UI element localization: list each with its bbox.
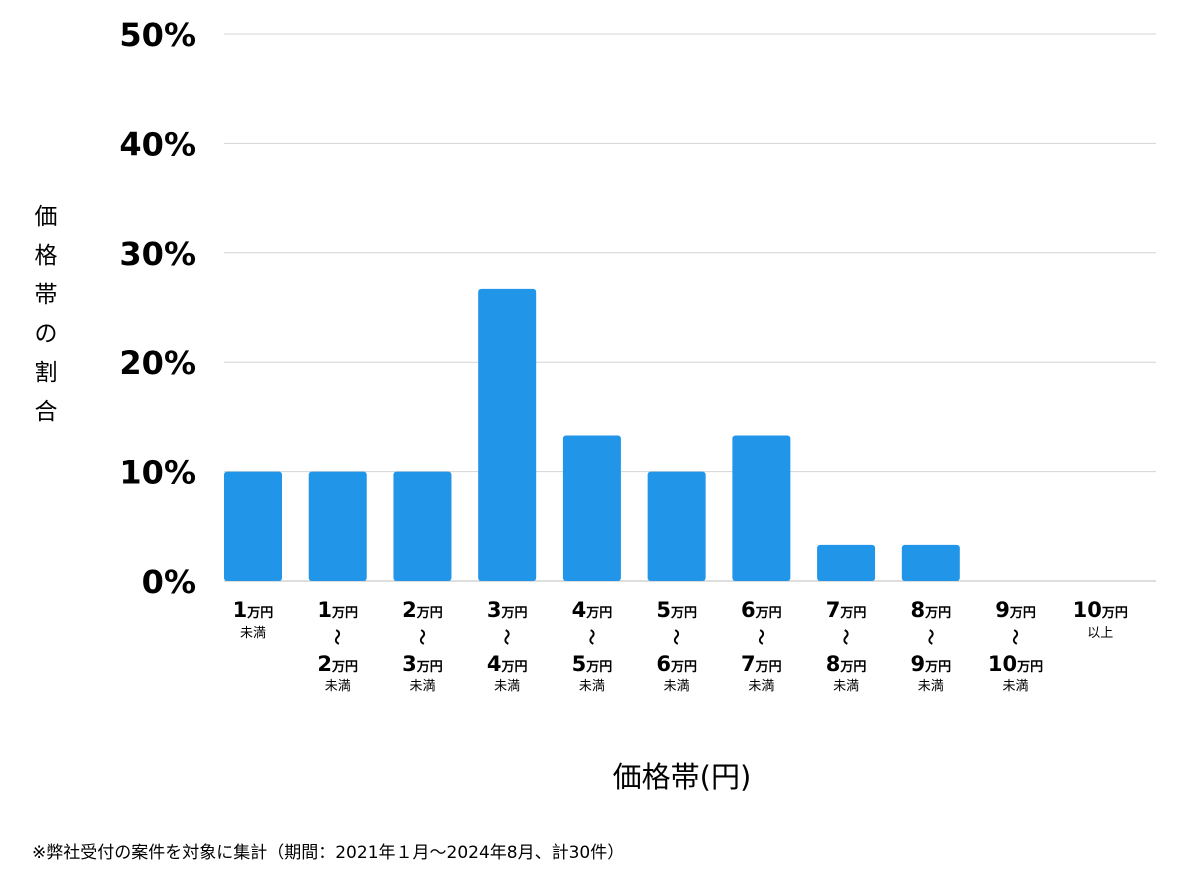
x-tick-note: 未満 — [664, 679, 690, 694]
bar — [647, 471, 706, 581]
x-tick-label: 6万円 — [656, 652, 697, 676]
bar — [817, 544, 876, 581]
x-tick-label: 7万円 — [826, 598, 867, 622]
bar — [562, 435, 621, 581]
y-axis-label-char: 価 — [35, 204, 58, 230]
x-tick-note: 未満 — [325, 679, 351, 694]
y-axis-label-char: 格 — [35, 243, 58, 269]
x-tick-range-mark: 〜 — [751, 629, 770, 645]
x-tick-label: 9万円 — [995, 598, 1036, 622]
y-tick-label: 10% — [119, 454, 196, 492]
x-tick-note: 未満 — [240, 626, 266, 641]
bar — [901, 544, 960, 581]
x-tick-range-mark: 〜 — [582, 629, 601, 645]
x-tick-label: 10万円 — [1073, 598, 1128, 622]
x-tick-label: 1万円 — [317, 598, 358, 622]
x-tick-note: 未満 — [918, 679, 944, 694]
x-tick-label: 3万円 — [402, 652, 443, 676]
x-tick-note: 未満 — [579, 679, 605, 694]
x-tick-range-mark: 〜 — [836, 629, 855, 645]
y-tick-label: 50% — [119, 16, 196, 54]
gridlines — [224, 33, 1156, 582]
x-tick-note: 未満 — [1003, 679, 1029, 694]
x-tick-label: 3万円 — [487, 598, 528, 622]
x-tick-label: 9万円 — [910, 652, 951, 676]
x-tick-label: 6万円 — [741, 598, 782, 622]
y-tick-label: 40% — [119, 125, 196, 163]
x-tick-range-mark: 〜 — [667, 629, 686, 645]
x-axis-label: 価格帯(円) — [613, 760, 752, 794]
x-tick-label: 5万円 — [656, 598, 697, 622]
bars — [224, 288, 960, 581]
bar-chart: 0%10%20%30%40%50% 1万円未満1万円〜2万円未満2万円〜3万円未… — [35, 16, 1156, 794]
footnote: ※弊社受付の案件を対象に集計（期間：2021年１月〜2024年8月、計30件） — [32, 843, 625, 863]
y-axis-label-char: 帯 — [35, 282, 58, 308]
bar — [393, 471, 452, 581]
x-tick-label: 4万円 — [487, 652, 528, 676]
x-tick-label: 5万円 — [572, 652, 613, 676]
y-axis-label-char: 合 — [35, 399, 58, 425]
x-tick-note: 以上 — [1087, 626, 1113, 641]
x-tick-label: 10万円 — [988, 652, 1043, 676]
bar — [478, 288, 537, 581]
y-axis-label-char: 割 — [35, 360, 58, 386]
x-tick-note: 未満 — [409, 679, 435, 694]
x-axis-ticks: 1万円未満1万円〜2万円未満2万円〜3万円未満3万円〜4万円未満4万円〜5万円未… — [233, 598, 1128, 694]
bar — [308, 471, 367, 581]
bar — [224, 471, 282, 581]
x-tick-label: 8万円 — [826, 652, 867, 676]
x-tick-note: 未満 — [494, 679, 520, 694]
x-tick-note: 未満 — [748, 679, 774, 694]
bar — [732, 435, 791, 581]
x-tick-range-mark: 〜 — [412, 629, 431, 645]
x-tick-range-mark: 〜 — [328, 629, 347, 645]
x-tick-label: 2万円 — [317, 652, 358, 676]
x-tick-label: 7万円 — [741, 652, 782, 676]
y-axis-label-char: の — [35, 321, 58, 347]
x-tick-range-mark: 〜 — [497, 629, 516, 645]
y-axis-ticks: 0% 10% 20% 30% 40% 50% — [119, 16, 196, 601]
x-tick-label: 8万円 — [910, 598, 951, 622]
y-tick-label: 20% — [119, 344, 196, 382]
x-tick-range-mark: 〜 — [1006, 629, 1025, 645]
y-tick-label: 0% — [142, 563, 196, 601]
x-tick-label: 2万円 — [402, 598, 443, 622]
x-tick-range-mark: 〜 — [921, 629, 940, 645]
x-tick-note: 未満 — [833, 679, 859, 694]
y-tick-label: 30% — [119, 235, 196, 273]
x-tick-label: 4万円 — [572, 598, 613, 622]
x-tick-label: 1万円 — [233, 598, 274, 622]
